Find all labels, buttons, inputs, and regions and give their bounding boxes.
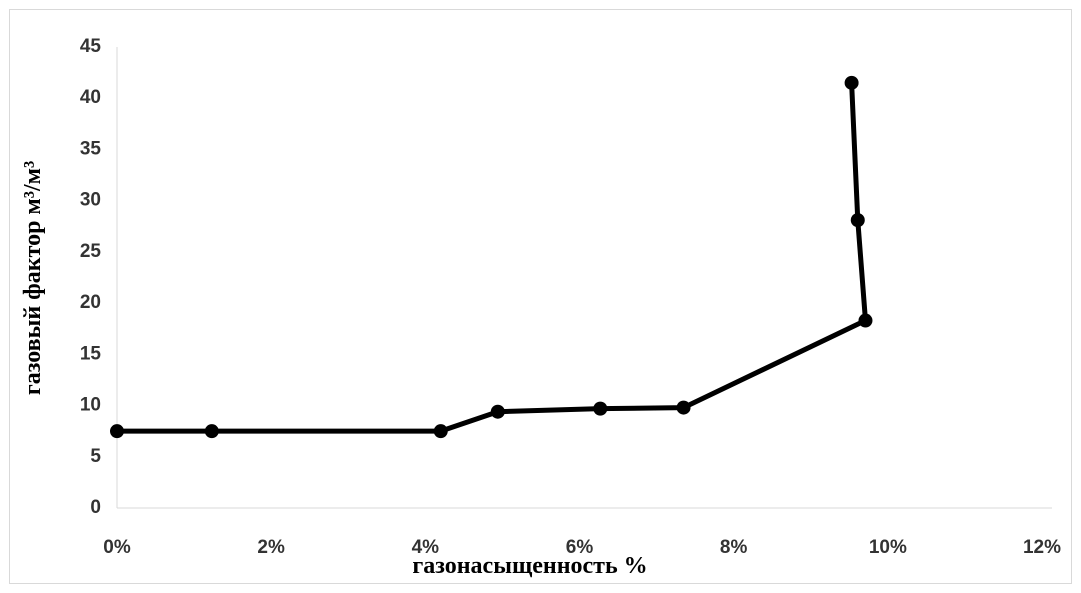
y-axis-title: газовый фактор м³/м³ — [20, 161, 46, 395]
x-tick-label: 6% — [566, 537, 594, 558]
x-tick-label: 4% — [412, 537, 440, 558]
x-tick-label: 12% — [1023, 537, 1061, 558]
x-tick-label: 10% — [869, 537, 907, 558]
data-point — [204, 424, 219, 439]
data-point — [490, 404, 505, 419]
data-point — [593, 401, 608, 416]
y-tick-label: 20 — [80, 292, 101, 313]
data-point — [676, 400, 691, 415]
y-tick-label: 15 — [80, 343, 102, 364]
x-axis-title: газонасыщенность % — [412, 553, 647, 579]
chart-frame — [9, 9, 1072, 584]
x-tick-label: 0% — [103, 537, 131, 558]
data-point — [844, 75, 859, 90]
y-tick-label: 25 — [80, 241, 102, 262]
y-tick-label: 40 — [80, 87, 101, 108]
y-tick-label: 5 — [90, 446, 101, 467]
data-point — [433, 424, 448, 439]
y-tick-label: 30 — [80, 190, 101, 211]
y-tick-label: 35 — [80, 138, 102, 159]
x-tick-label: 2% — [257, 537, 285, 558]
x-tick-label: 8% — [720, 537, 748, 558]
y-tick-label: 45 — [80, 36, 102, 57]
data-point — [858, 313, 873, 328]
y-tick-label: 10 — [80, 395, 101, 416]
data-point — [850, 213, 865, 228]
y-tick-label: 0 — [90, 497, 101, 518]
data-point — [110, 424, 124, 439]
